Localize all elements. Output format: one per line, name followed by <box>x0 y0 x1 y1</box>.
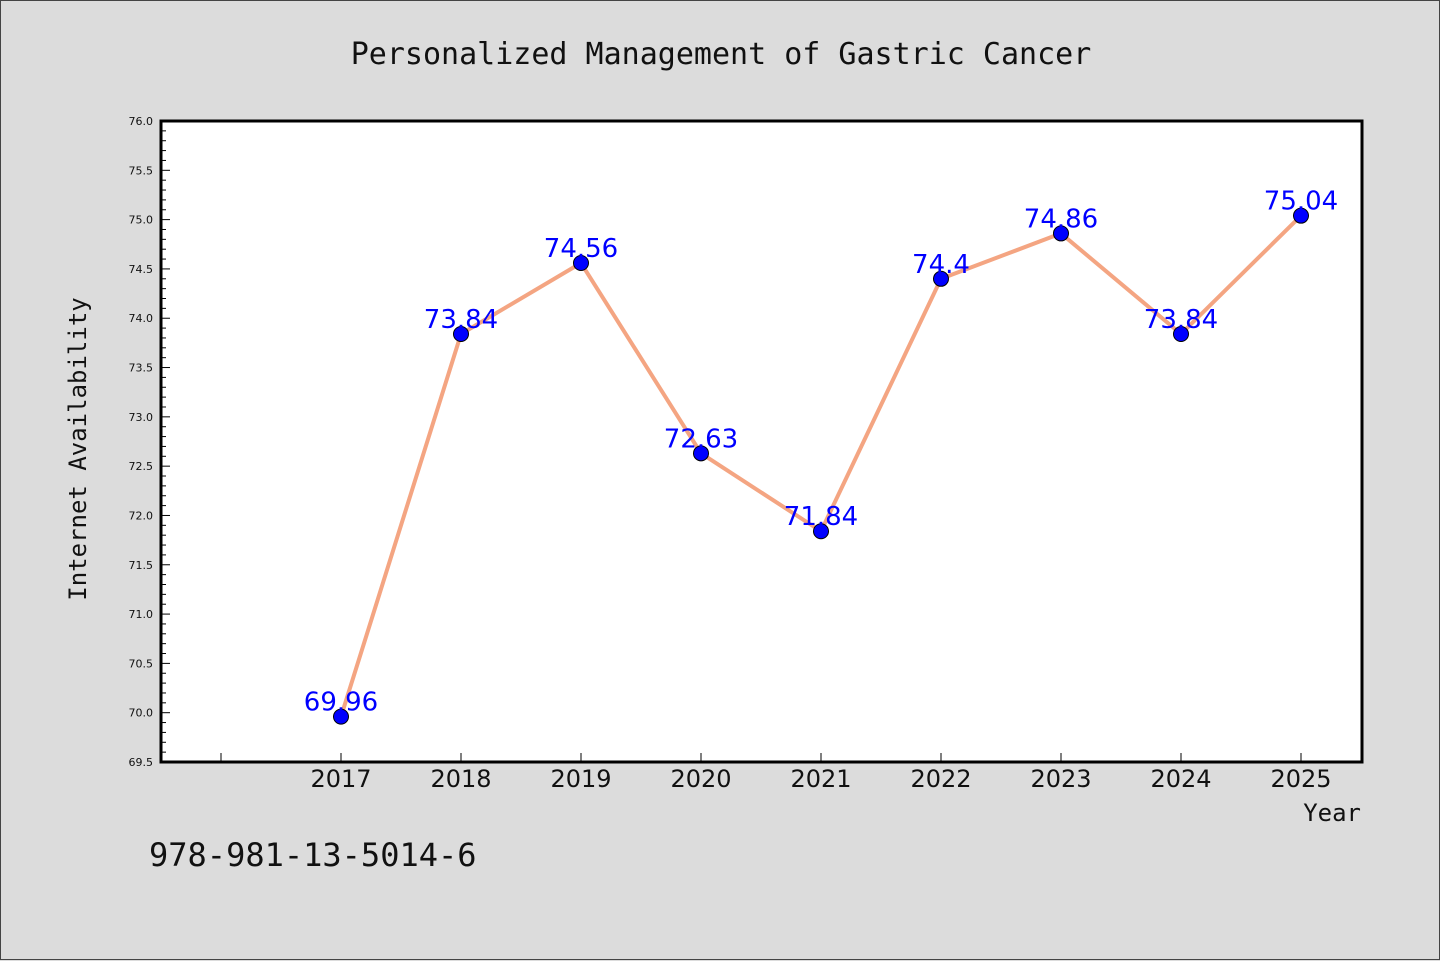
x-tick-label: 2017 <box>310 765 371 793</box>
data-label: 73.84 <box>424 305 498 335</box>
data-label: 72.63 <box>664 424 738 454</box>
y-tick-label: 75.5 <box>129 164 154 177</box>
data-label: 74.86 <box>1024 204 1098 234</box>
x-axis-label: Year <box>1303 799 1361 827</box>
isbn-text: 978-981-13-5014-6 <box>149 836 477 874</box>
y-tick-label: 73.0 <box>129 411 154 424</box>
data-point <box>1053 225 1069 242</box>
x-tick-label: 2025 <box>1270 765 1331 793</box>
x-tick-label: 2022 <box>910 765 971 793</box>
y-tick-label: 72.5 <box>129 460 154 473</box>
data-point <box>333 708 349 725</box>
data-point <box>1293 207 1309 224</box>
y-tick-label: 74.5 <box>129 263 154 276</box>
y-tick-label: 72.0 <box>129 509 154 522</box>
data-point <box>933 270 949 287</box>
y-tick-label: 76.0 <box>129 115 154 128</box>
y-tick-label: 73.5 <box>129 362 154 375</box>
y-tick-label: 70.5 <box>129 657 154 670</box>
data-point <box>453 326 469 343</box>
y-tick-label: 69.5 <box>129 756 154 769</box>
y-tick-label: 71.5 <box>129 559 154 572</box>
data-label: 74.56 <box>544 234 618 264</box>
data-label: 69.96 <box>304 688 378 718</box>
x-tick-label: 2020 <box>670 765 731 793</box>
data-point <box>693 445 709 462</box>
x-axis: 2017 2018 2019 2020 2021 2022 2023 2024 2025 <box>220 753 1332 793</box>
y-axis: 69.5 70.0 70.5 71.0 71.5 72.0 72.5 73.0 73.5 74.0… <box>129 115 170 769</box>
x-tick-label: 2019 <box>550 765 611 793</box>
x-tick-label: 2023 <box>1030 765 1091 793</box>
series-group: 69.96 73.84 74.56 72.63 71.84 74.4 74.86 73.84 7… <box>304 187 1338 725</box>
y-axis-label: Internet Availability <box>64 297 92 600</box>
data-label: 74.4 <box>912 250 970 280</box>
plot-area <box>159 119 1364 764</box>
data-point <box>573 255 589 272</box>
x-tick-label: 2024 <box>1150 765 1211 793</box>
data-point <box>813 523 829 540</box>
data-label: 71.84 <box>784 502 858 532</box>
data-label: 73.84 <box>1144 305 1218 335</box>
x-tick-label: 2021 <box>790 765 851 793</box>
data-point <box>1173 326 1189 343</box>
y-tick-label: 70.0 <box>129 707 154 720</box>
chart-title: Personalized Management of Gastric Cance… <box>351 37 1092 72</box>
x-tick-label: 2018 <box>430 765 491 793</box>
y-tick-label: 75.0 <box>129 214 154 227</box>
y-tick-label: 71.0 <box>129 608 154 621</box>
y-tick-label: 74.0 <box>129 312 154 325</box>
data-label: 75.04 <box>1264 187 1338 217</box>
